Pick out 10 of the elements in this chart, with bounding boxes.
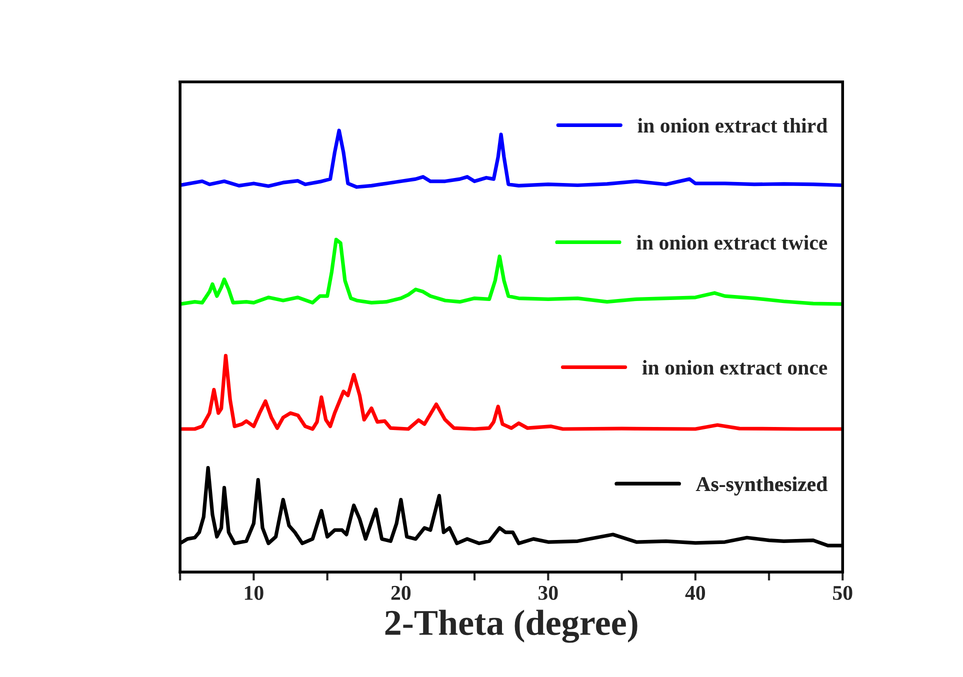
x-tick-label: 20: [391, 586, 411, 600]
legend-label: in onion extract once: [642, 360, 828, 375]
legend-label: in onion extract third: [638, 118, 828, 133]
x-tick-label: 30: [538, 586, 558, 600]
x-tick-label: 50: [833, 586, 852, 600]
x-tick-label: 10: [244, 586, 264, 600]
legend-label: in onion extract twice: [636, 235, 828, 250]
x-axis-title: 2-Theta (degree): [385, 610, 638, 643]
legend-label: As-synthesized: [696, 476, 828, 496]
x-tick-label: 40: [685, 586, 706, 600]
